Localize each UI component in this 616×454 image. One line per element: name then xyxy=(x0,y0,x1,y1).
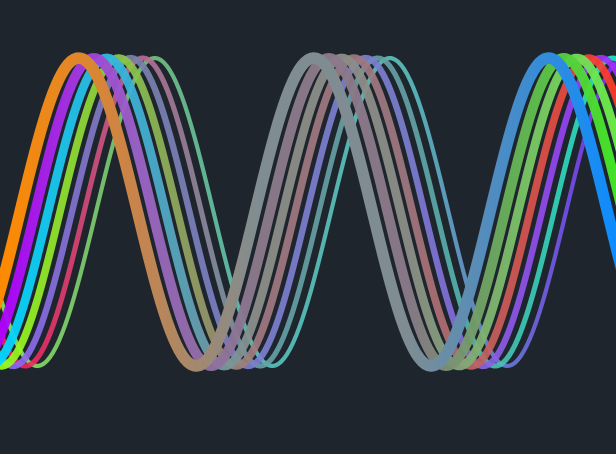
wave-1-path xyxy=(0,52,616,372)
wave-2-path xyxy=(0,53,616,371)
wave-3-path xyxy=(0,53,616,371)
wave-6-path xyxy=(0,55,616,369)
wave-5-path xyxy=(0,54,616,370)
wave-4-path xyxy=(0,54,616,370)
wave-7-path xyxy=(0,55,616,369)
